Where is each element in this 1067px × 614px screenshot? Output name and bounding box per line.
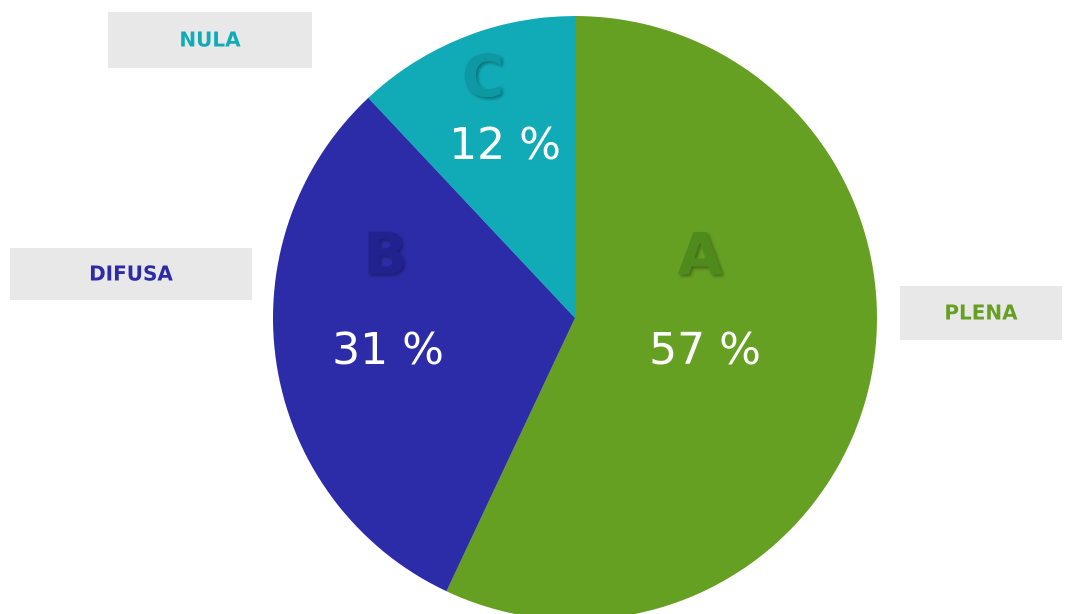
legend-box [900,286,1062,340]
legend-label: PLENA [944,301,1018,325]
legend-box [108,12,312,68]
value-label: 31 % [332,324,444,375]
slice-letter: A [678,220,723,288]
legend-label: NULA [179,28,241,52]
pie-slice [446,16,877,614]
slice-letter: C [462,42,505,110]
slice-letter: B [363,220,407,288]
value-label: 12 % [449,119,561,170]
legend-box [10,248,252,300]
legend-label: DIFUSA [89,262,173,286]
pie-slice [273,97,575,592]
value-label: 57 % [649,324,761,375]
pie-slice [368,16,575,318]
